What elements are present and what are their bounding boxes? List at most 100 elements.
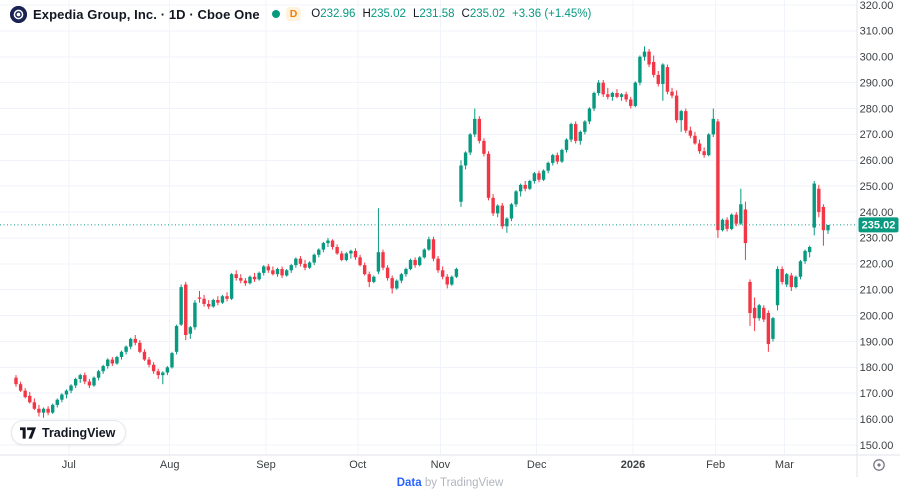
- candle: [418, 256, 422, 267]
- candle: [252, 272, 257, 282]
- candle: [271, 266, 275, 276]
- candle: [606, 87, 610, 100]
- time-axis-label: Jul: [62, 459, 76, 471]
- candle: [427, 236, 431, 251]
- candle: [771, 316, 775, 342]
- candle: [812, 181, 816, 236]
- candle: [367, 271, 371, 288]
- price-axis-label: 260.00: [860, 155, 894, 167]
- price-axis-label: 250.00: [860, 181, 894, 193]
- price-axis-label: 170.00: [860, 388, 894, 400]
- candle: [28, 391, 32, 404]
- candle: [523, 181, 527, 192]
- candle: [51, 403, 55, 414]
- candle: [413, 257, 417, 268]
- candle: [170, 351, 174, 369]
- candle: [785, 272, 789, 288]
- price-axis-label: 230.00: [860, 233, 894, 245]
- tradingview-logo[interactable]: TradingView: [11, 420, 127, 445]
- candle: [202, 294, 206, 307]
- candle: [748, 279, 752, 326]
- candle: [780, 266, 784, 285]
- ohlc-open-value: 232.96: [320, 8, 356, 20]
- candle: [826, 224, 830, 234]
- candle: [596, 80, 601, 96]
- candle: [752, 297, 757, 332]
- candle: [106, 358, 110, 369]
- attribution: Data by TradingView: [0, 477, 900, 489]
- candle: [798, 259, 803, 280]
- time-axis-label: 2026: [621, 459, 645, 471]
- ohlc-high-label: H: [362, 8, 371, 20]
- candle: [477, 116, 482, 144]
- candle: [789, 272, 793, 291]
- candle: [321, 241, 326, 253]
- candle: [408, 258, 413, 271]
- ohlc-values: O232.96 H235.02 L231.58 C235.02 +3.36 (+…: [311, 8, 591, 20]
- candle: [294, 257, 298, 268]
- candle: [353, 248, 358, 260]
- candle: [665, 64, 670, 95]
- price-change: +3.36 (+1.45%): [512, 8, 592, 20]
- candle: [573, 121, 578, 144]
- candle: [78, 373, 82, 383]
- candle: [514, 190, 518, 207]
- candle: [275, 267, 280, 277]
- candle: [775, 266, 780, 311]
- candle: [564, 138, 569, 153]
- last-price-badge: 235.02: [858, 217, 899, 233]
- symbol-title[interactable]: Expedia Group, Inc. · 1D · Cboe One: [33, 6, 260, 22]
- candle: [119, 350, 124, 360]
- candle: [298, 256, 303, 267]
- candle: [32, 398, 37, 411]
- candle: [14, 375, 18, 387]
- settings-icon[interactable]: [873, 459, 885, 471]
- candle: [349, 249, 353, 259]
- candle: [766, 310, 771, 352]
- candle: [619, 93, 624, 101]
- candle: [262, 265, 266, 276]
- candle: [179, 284, 183, 326]
- candle: [69, 384, 73, 394]
- candle: [307, 261, 312, 269]
- candle: [486, 151, 491, 201]
- candle: [431, 236, 436, 262]
- symbol-legend: Expedia Group, Inc. · 1D · Cboe One D O2…: [10, 5, 591, 23]
- candle: [674, 90, 679, 123]
- candle: [743, 201, 748, 260]
- interval-badge[interactable]: D: [285, 7, 302, 21]
- candle: [551, 153, 555, 166]
- candle: [284, 269, 289, 277]
- candle: [376, 208, 381, 275]
- candle: [101, 364, 105, 374]
- price-axis[interactable]: 320.00 310.00 300.00 290.00 280.00 270.00 260.…: [860, 0, 894, 452]
- candle: [385, 265, 390, 281]
- tradingview-mark-icon: [20, 426, 37, 439]
- candle: [289, 263, 293, 273]
- candle: [184, 281, 188, 341]
- ohlc-close-value: 235.02: [469, 8, 506, 20]
- candle: [257, 271, 261, 281]
- ohlc-high-value: 235.02: [370, 8, 406, 20]
- candle: [633, 81, 638, 108]
- candle: [193, 300, 197, 330]
- candle: [340, 250, 344, 262]
- data-link[interactable]: Data: [396, 477, 422, 489]
- time-axis[interactable]: Jul Aug Sep Oct Nov Dec 2026 Feb Mar: [62, 459, 794, 471]
- candle: [518, 183, 523, 197]
- candle: [651, 55, 656, 78]
- candle: [794, 275, 798, 289]
- candle: [46, 406, 50, 416]
- candle: [445, 274, 449, 289]
- candle: [688, 126, 693, 139]
- candle: [716, 118, 720, 238]
- candle: [372, 275, 376, 284]
- candle: [587, 107, 592, 125]
- price-axis-label: 280.00: [860, 103, 894, 115]
- candle: [491, 193, 495, 216]
- ohlc-low-label: L: [412, 8, 420, 20]
- candle: [326, 237, 330, 247]
- market-status-dot-icon: [271, 10, 280, 18]
- time-axis-label: Nov: [431, 459, 451, 471]
